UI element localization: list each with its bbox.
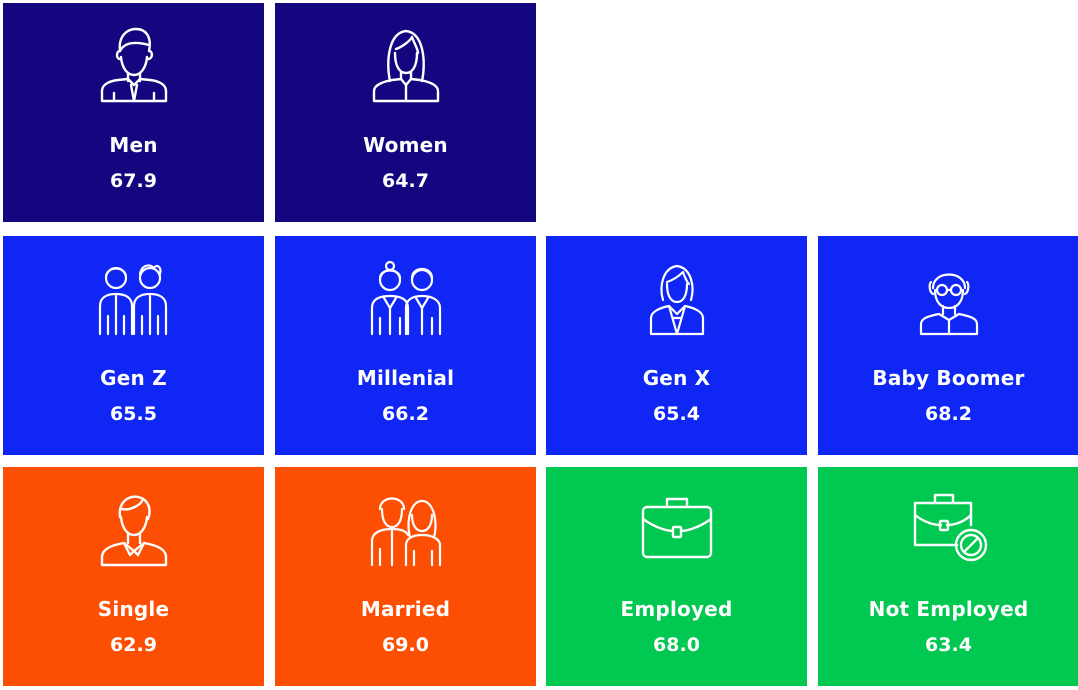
tile-value: 69.0 <box>382 634 429 656</box>
tile-label: Employed <box>620 597 733 621</box>
millenial-icon <box>366 256 446 336</box>
tile-value: 68.2 <box>925 403 972 425</box>
tile-millenial: Millenial 66.2 <box>275 236 536 455</box>
tile-women: Women 64.7 <box>275 3 536 222</box>
tile-employed: Employed 68.0 <box>546 467 807 686</box>
tile-single: Single 62.9 <box>3 467 264 686</box>
tile-value: 66.2 <box>382 403 429 425</box>
tile-value: 65.4 <box>653 403 700 425</box>
tile-label: Not Employed <box>868 597 1029 621</box>
tile-label: Baby Boomer <box>872 366 1025 390</box>
tile-label: Gen Z <box>100 366 167 390</box>
tile-label: Women <box>363 133 448 157</box>
tile-label: Men <box>109 133 158 157</box>
tile-gen-x: Gen X 65.4 <box>546 236 807 455</box>
gen-z-icon <box>94 256 174 336</box>
tile-value: 63.4 <box>925 634 972 656</box>
tile-married: Married 69.0 <box>275 467 536 686</box>
briefcase-blocked-icon <box>909 487 989 567</box>
tile-value: 62.9 <box>110 634 157 656</box>
baby-boomer-icon <box>909 256 989 336</box>
tile-not-employed: Not Employed 63.4 <box>818 467 1078 686</box>
tile-value: 68.0 <box>653 634 700 656</box>
tile-value: 65.5 <box>110 403 157 425</box>
tile-value: 64.7 <box>382 170 429 192</box>
married-couple-icon <box>366 487 446 567</box>
tile-label: Married <box>360 597 451 621</box>
woman-icon <box>366 23 446 103</box>
tile-men: Men 67.9 <box>3 3 264 222</box>
man-icon <box>94 23 174 103</box>
tile-gen-z: Gen Z 65.5 <box>3 236 264 455</box>
gen-x-icon <box>637 256 717 336</box>
tile-value: 67.9 <box>110 170 157 192</box>
tile-baby-boomer: Baby Boomer 68.2 <box>818 236 1078 455</box>
tile-label: Millenial <box>356 366 455 390</box>
tile-label: Gen X <box>642 366 711 390</box>
tile-label: Single <box>97 597 170 621</box>
briefcase-icon <box>637 487 717 567</box>
single-person-icon <box>94 487 174 567</box>
